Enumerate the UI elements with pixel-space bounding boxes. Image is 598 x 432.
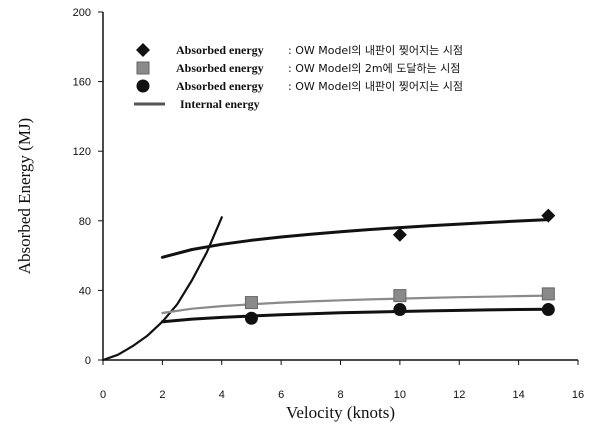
y-tick-label: 80 [79,216,91,228]
x-axis-title: Velocity (knots) [286,403,395,422]
x-tick-label: 0 [100,389,106,401]
data-point-circle [245,312,258,325]
legend-label-detail: : OW Model의 내판이 찢어지는 시점 [288,80,463,93]
x-tick-label: 6 [278,389,284,401]
x-tick-label: 2 [159,389,165,401]
data-point-circle [393,303,406,316]
curves [103,217,548,360]
y-axis-title: Absorbed Energy (MJ) [15,118,34,274]
x-tick-label: 10 [394,389,406,401]
x-tick-label: 4 [219,389,225,401]
legend: Absorbed energy : OW Model의 내판이 찢어지는 시점 Ab… [134,43,463,111]
y-tick-label: 0 [85,355,91,367]
internal-energy-line [103,217,222,360]
y-tick-label: 160 [73,77,91,89]
legend-label-detail: : OW Model의 내판이 찢어지는 시점 [288,44,463,57]
data-point-square [245,297,257,309]
legend-label: Absorbed energy [176,79,264,93]
markers [245,209,555,325]
legend-marker-circle [137,80,150,93]
legend-marker-square [137,62,149,74]
legend-label-detail: : OW Model의 2m에 도달하는 시점 [288,61,460,75]
x-tick-label: 8 [337,389,343,401]
data-point-square [542,288,554,300]
y-tick-label: 200 [73,7,91,19]
data-point-circle [542,303,555,316]
legend-label: Absorbed energy [176,43,264,57]
legend-label: Internal energy [180,97,260,111]
fit-curve [162,220,548,258]
data-point-diamond [393,228,407,242]
x-tick-label: 14 [513,389,525,401]
y-tick-label: 40 [79,285,91,297]
fit-curve [162,309,548,322]
legend-label: Absorbed energy [176,61,264,75]
x-axis-ticks: 0 2 4 6 8 10 12 14 16 [100,360,584,401]
x-tick-label: 12 [453,389,465,401]
data-point-square [394,290,406,302]
legend-marker-diamond [136,43,150,57]
y-axis-ticks: 0 40 80 120 160 200 [73,7,103,367]
y-tick-label: 120 [73,146,91,158]
x-tick-label: 16 [572,389,584,401]
